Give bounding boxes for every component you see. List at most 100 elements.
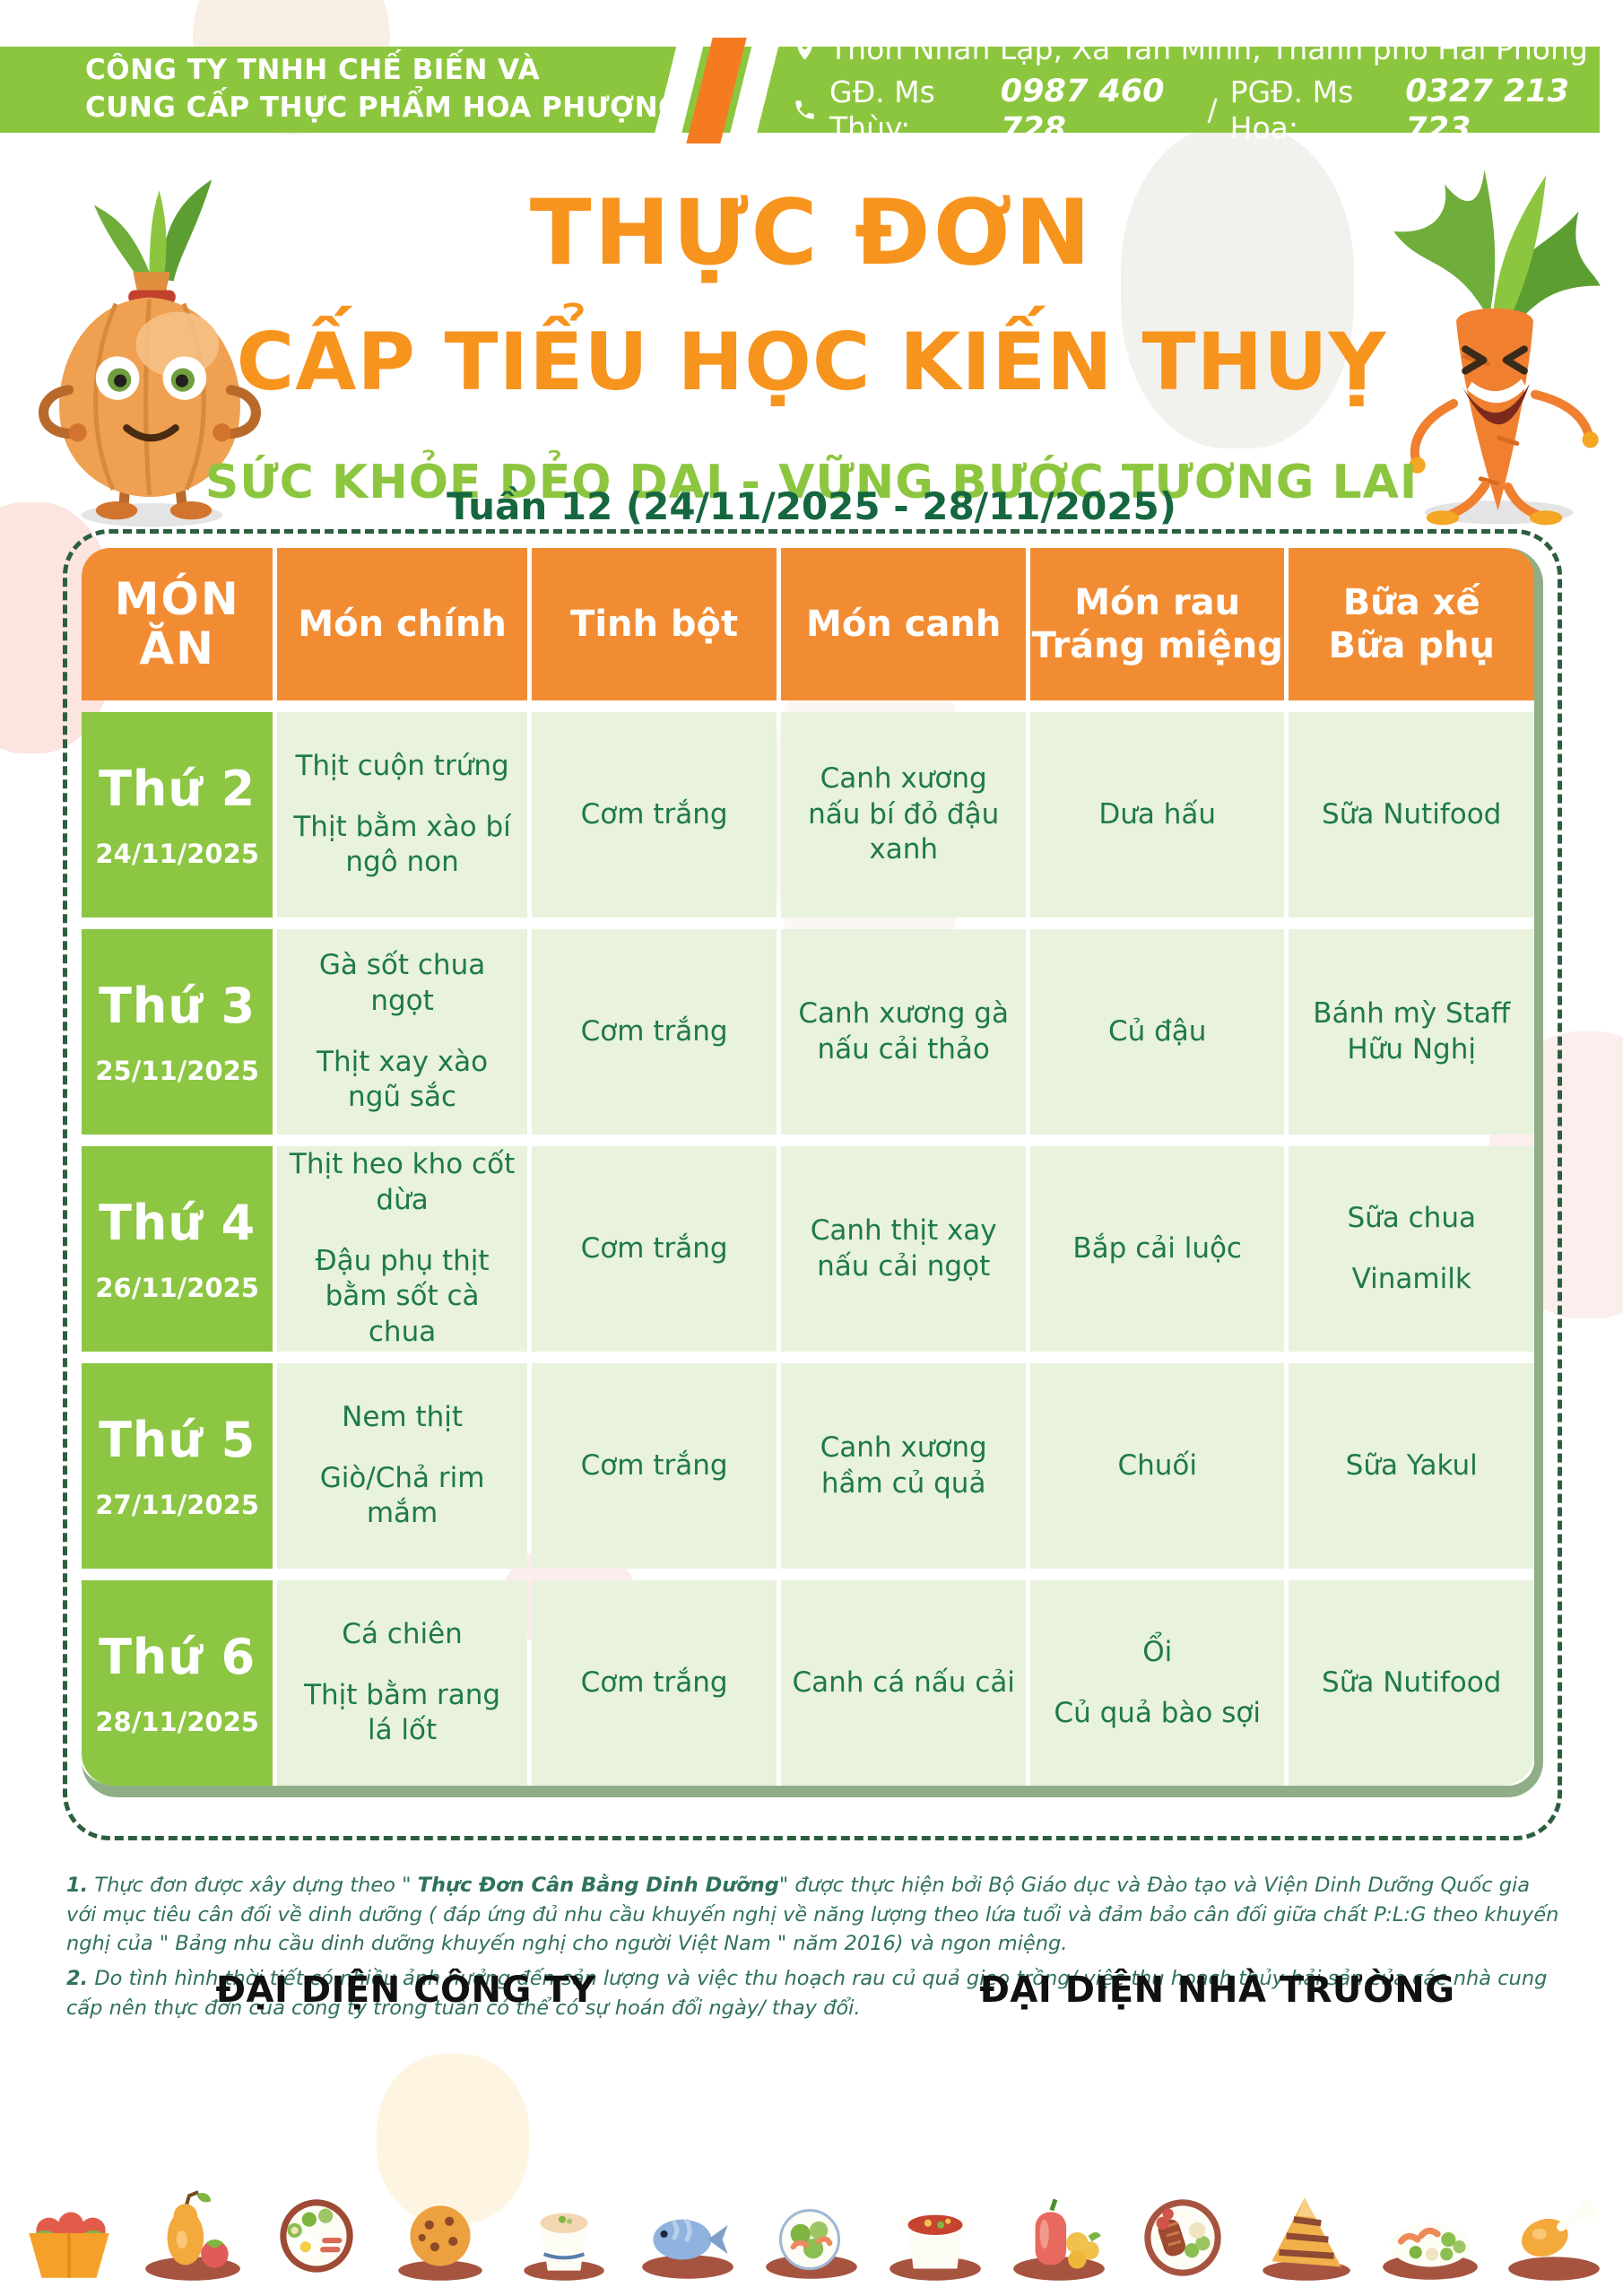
company-name: CÔNG TY TNHH CHẾ BIẾN VÀ CUNG CẤP THỰC P…	[85, 47, 681, 133]
waffle-icon	[1252, 2160, 1361, 2283]
menu-table-container: MÓN ĂN Món chính Tinh bột Món canh Món rau Trá…	[63, 529, 1562, 1840]
day-date: 26/11/2025	[95, 1273, 259, 1303]
day-cell: Thứ 4 26/11/2025	[82, 1146, 273, 1352]
day-cell: Thứ 5 27/11/2025	[82, 1363, 273, 1569]
shrimp-salad-icon	[757, 2160, 866, 2283]
dish-text: Cơm trắng	[580, 1014, 728, 1048]
grilled-meat-plate-icon	[1128, 2160, 1237, 2283]
dish-cell-veg: Dưa hấu	[1029, 712, 1285, 918]
footnote-2: 2. Do tình hình thời tiết có nhiều ảnh h…	[66, 1966, 1548, 2020]
cookie-icon	[386, 2160, 495, 2283]
day-label: Thứ 3	[99, 978, 256, 1034]
column-header: Tinh bột	[531, 548, 777, 700]
dish-cell-veg: Củ đậu	[1029, 929, 1285, 1135]
dish-cell-snack: Sữa Yakul	[1289, 1363, 1534, 1569]
phone-label-1: GĐ. Ms Thùy:	[829, 74, 935, 145]
watermark-blob	[1121, 126, 1354, 448]
dish-text: Cơm trắng	[580, 1448, 728, 1482]
dish-text: Củ đậu	[1107, 1014, 1207, 1048]
soup-pot-icon	[881, 2160, 990, 2283]
company-representative-label: ĐẠI DIỆN CÔNG TY	[215, 1970, 596, 2011]
dish-cell-starch: Cơm trắng	[531, 929, 777, 1135]
dish-text: Thịt heo kho cốt dừa	[289, 1148, 516, 1216]
page-title-line1: THỰC ĐƠN	[529, 179, 1094, 285]
dish-cell-soup: Canh xương gà nấu cải thảo	[781, 929, 1026, 1135]
dish-text: Thịt bằm xào bí ngô non	[293, 810, 511, 879]
dish-text: Ổi	[1142, 1635, 1173, 1668]
dish-cell-soup: Canh cá nấu cải	[781, 1580, 1026, 1786]
carrot-mascot-illustration	[1363, 148, 1621, 534]
contact-block: Thôn Nhân Lập, Xã Tân Minh, Thành phố Hả…	[793, 31, 1600, 147]
dish-text: Giò/Chả rim mắm	[319, 1461, 485, 1530]
dish-text: Sữa Nutifood	[1322, 1665, 1502, 1699]
pear-strawberry-icon	[138, 2160, 247, 2283]
menu-table-shadow-frame: MÓN ĂN Món chính Tinh bột Món canh Món rau Trá…	[82, 548, 1543, 1797]
dish-cell-snack: Bánh mỳ Staff Hữu Nghị	[1289, 929, 1534, 1135]
dish-cell-main: Thịt heo kho cốt dừa Đậu phụ thịt bằm sốt…	[277, 1146, 527, 1352]
dish-cell-soup: Canh xương hầm củ quả	[781, 1363, 1026, 1569]
dish-text: Canh xương gà nấu cải thảo	[798, 996, 1009, 1065]
dish-cell-soup: Canh xương nấu bí đỏ đậu xanh	[781, 712, 1026, 918]
column-header: Món chính	[277, 548, 527, 700]
page-subtitle: SỨC KHỎE DẺO DAI - VỮNG BƯỚC TƯƠNG LAI	[204, 456, 1419, 509]
onion-mascot-illustration	[25, 163, 274, 535]
signature-row: ĐẠI DIỆN CÔNG TY ĐẠI DIỆN NHÀ TRƯỜNG	[0, 1970, 1623, 2011]
breakfast-plate-icon	[262, 2160, 371, 2283]
fish-dish-icon	[633, 2160, 742, 2283]
phone-row: GĐ. Ms Thùy: 0987 460 728 / PGĐ. Ms Hoa:…	[793, 73, 1600, 148]
dish-text: Thịt cuộn trứng	[295, 749, 509, 782]
dish-text: Cơm trắng	[580, 1665, 728, 1699]
phone-number-1: 0987 460 728	[1000, 73, 1165, 147]
dish-text: Cá chiên	[342, 1617, 463, 1650]
school-representative-label: ĐẠI DIỆN NHÀ TRƯỜNG	[979, 1970, 1455, 2011]
phone-label-2: PGĐ. Ms Hoa:	[1229, 74, 1354, 145]
dish-text: Chuối	[1117, 1448, 1197, 1482]
dish-cell-starch: Cơm trắng	[531, 1580, 777, 1786]
dish-text: Sữa Yakul	[1345, 1448, 1478, 1482]
dish-text: Sữa Nutifood	[1322, 797, 1502, 831]
pepper-corn-icon	[1004, 2160, 1114, 2283]
dish-cell-starch: Cơm trắng	[531, 712, 777, 918]
dish-text: Củ quả bào sợi	[1054, 1696, 1261, 1729]
food-icons-row	[0, 2149, 1623, 2283]
day-date: 28/11/2025	[95, 1707, 259, 1737]
dish-cell-starch: Cơm trắng	[531, 1363, 777, 1569]
dish-text: Thịt xay xào ngũ sắc	[317, 1045, 489, 1114]
chicken-drumstick-icon	[1499, 2160, 1609, 2283]
dish-text: Sữa chua	[1347, 1201, 1476, 1234]
dish-text: Canh thịt xay nấu cải ngọt	[810, 1213, 997, 1283]
dish-text: Bánh mỳ Staff Hữu Nghị	[1313, 996, 1511, 1065]
page-title-line2: CẤP TIỂU HỌC KIẾN THUỴ	[236, 316, 1387, 408]
dish-text: Cơm trắng	[580, 797, 728, 831]
column-header: Bữa xế Bữa phụ	[1289, 548, 1534, 700]
address-text: Thôn Nhân Lập, Xã Tân Minh, Thành phố Hả…	[829, 31, 1588, 67]
dish-text: Canh xương nấu bí đỏ đậu xanh	[808, 761, 1000, 866]
dish-text: Vinamilk	[1351, 1262, 1471, 1295]
day-label: Thứ 4	[99, 1195, 256, 1251]
phone-number-2: 0327 213 723	[1405, 73, 1569, 147]
dish-text: Canh cá nấu cải	[792, 1665, 1015, 1699]
location-pin-icon	[797, 39, 812, 60]
week-range: Tuần 12 (24/11/2025 - 28/11/2025)	[447, 484, 1176, 528]
dish-text: Dưa hấu	[1098, 797, 1217, 831]
footnotes: 1. Thực đơn được xây dựng theo " Thực Đơ…	[66, 1871, 1562, 2028]
dish-cell-veg: Ổi Củ quả bào sợi	[1029, 1580, 1285, 1786]
phone-icon	[795, 100, 814, 119]
company-name-line2: CUNG CẤP THỰC PHẨM HOA PHƯỢNG	[85, 91, 681, 124]
dish-text: Cơm trắng	[580, 1231, 728, 1265]
seafood-platter-icon	[1376, 2160, 1485, 2283]
day-date: 27/11/2025	[95, 1490, 259, 1520]
watermark-blob	[377, 2054, 529, 2224]
dish-text: Bắp cải luộc	[1072, 1231, 1242, 1265]
dish-text: Canh xương hầm củ quả	[820, 1431, 987, 1500]
dish-cell-veg: Bắp cải luộc	[1029, 1146, 1285, 1352]
phone-separator: /	[1207, 92, 1218, 127]
footnote-1: 1. Thực đơn được xây dựng theo " Thực Đơ…	[66, 1874, 1559, 1956]
day-label: Thứ 2	[99, 761, 256, 817]
day-label: Thứ 6	[99, 1629, 256, 1685]
day-cell: Thứ 6 28/11/2025	[82, 1580, 273, 1786]
dish-cell-soup: Canh thịt xay nấu cải ngọt	[781, 1146, 1026, 1352]
day-date: 25/11/2025	[95, 1056, 259, 1086]
tomato-basket-icon	[14, 2160, 124, 2283]
